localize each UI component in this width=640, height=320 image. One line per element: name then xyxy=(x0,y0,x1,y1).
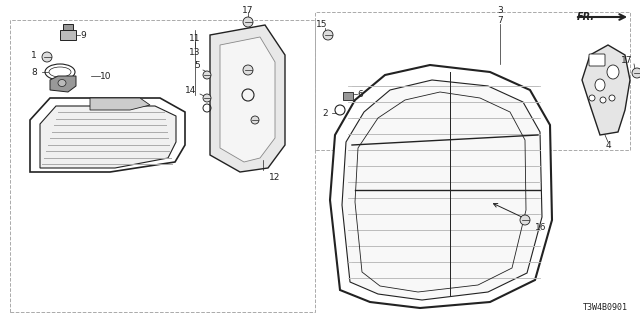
FancyBboxPatch shape xyxy=(343,92,353,100)
Polygon shape xyxy=(210,25,285,172)
Text: 1: 1 xyxy=(31,51,37,60)
Text: 14: 14 xyxy=(184,85,196,94)
Circle shape xyxy=(251,116,259,124)
Circle shape xyxy=(609,95,615,101)
Text: 4: 4 xyxy=(605,140,611,149)
Text: 16: 16 xyxy=(535,223,547,233)
Text: 13: 13 xyxy=(189,47,201,57)
Polygon shape xyxy=(342,80,542,300)
Circle shape xyxy=(323,30,333,40)
FancyBboxPatch shape xyxy=(63,24,73,30)
Polygon shape xyxy=(50,76,76,92)
Circle shape xyxy=(600,97,606,103)
Ellipse shape xyxy=(607,65,619,79)
Polygon shape xyxy=(40,106,176,168)
Text: 15: 15 xyxy=(316,20,328,28)
Text: 11: 11 xyxy=(189,34,201,43)
Circle shape xyxy=(520,215,530,225)
Polygon shape xyxy=(330,65,552,308)
Polygon shape xyxy=(582,45,630,135)
Polygon shape xyxy=(220,37,275,162)
Text: 5: 5 xyxy=(195,60,200,69)
Circle shape xyxy=(632,68,640,78)
Circle shape xyxy=(203,71,211,79)
Circle shape xyxy=(42,52,52,62)
Text: 8: 8 xyxy=(31,68,37,76)
Text: 12: 12 xyxy=(269,172,281,181)
Text: 6: 6 xyxy=(357,90,363,99)
Text: 3: 3 xyxy=(497,5,503,14)
Circle shape xyxy=(243,17,253,27)
Text: 17: 17 xyxy=(243,5,253,14)
Text: 17: 17 xyxy=(621,55,632,65)
Circle shape xyxy=(243,65,253,75)
Text: 10: 10 xyxy=(100,71,111,81)
Text: FR.: FR. xyxy=(577,12,595,22)
Text: 7: 7 xyxy=(497,15,503,25)
Polygon shape xyxy=(90,98,150,110)
Polygon shape xyxy=(30,98,185,172)
Circle shape xyxy=(589,95,595,101)
Circle shape xyxy=(203,94,211,102)
FancyBboxPatch shape xyxy=(589,54,605,66)
Ellipse shape xyxy=(58,79,66,86)
Text: 2: 2 xyxy=(323,108,328,117)
Text: T3W4B0901: T3W4B0901 xyxy=(583,303,628,312)
Ellipse shape xyxy=(595,79,605,91)
FancyBboxPatch shape xyxy=(60,30,76,40)
Text: 9: 9 xyxy=(80,30,86,39)
